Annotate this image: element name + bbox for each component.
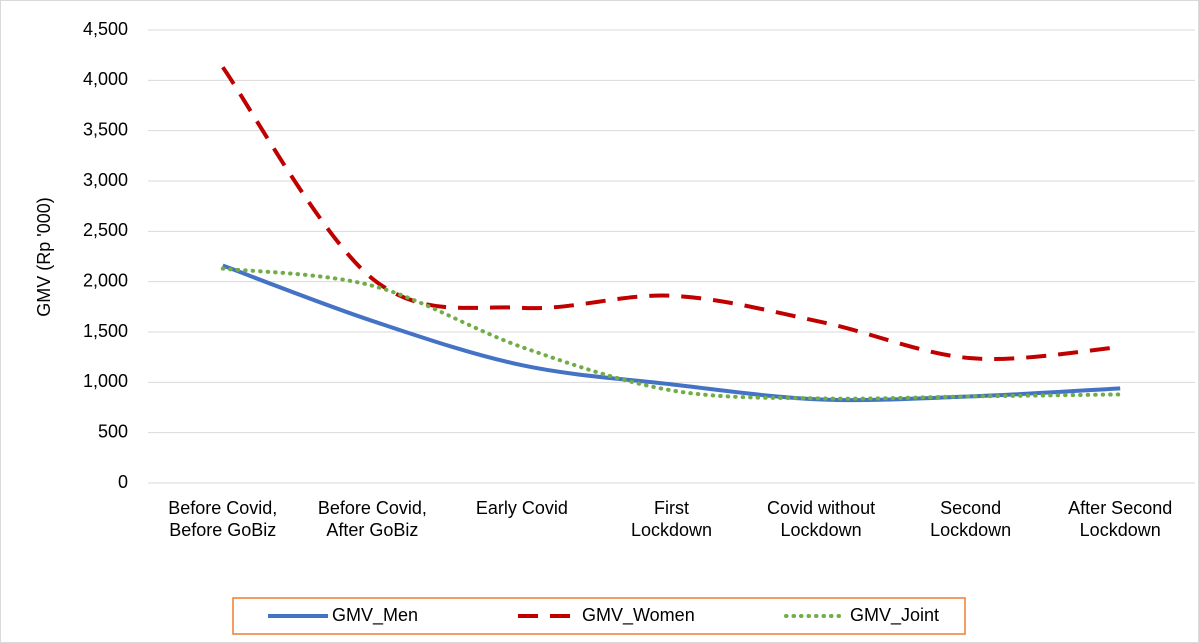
x-tick-label: Before Covid, Before GoBiz <box>168 498 278 540</box>
x-tick-label: Before Covid, After GoBiz <box>317 498 427 540</box>
x-tick-label: First Lockdown <box>630 498 713 540</box>
legend-label: GMV_Women <box>582 605 695 626</box>
y-tick-label: 2,500 <box>83 220 128 240</box>
legend-label: GMV_Men <box>332 605 418 626</box>
y-axis-label: GMV (Rp '000) <box>34 197 54 316</box>
y-tick-label: 4,500 <box>83 19 128 39</box>
series-line <box>220 266 1123 401</box>
series-line <box>221 66 1121 361</box>
legend-box <box>232 597 966 635</box>
y-tick-label: 0 <box>118 472 128 492</box>
x-tick-label: Early Covid <box>475 498 568 518</box>
x-tick-label: After Second Lockdown <box>1068 498 1173 540</box>
y-tick-label: 1,000 <box>83 371 128 391</box>
y-tick-label: 500 <box>98 421 128 441</box>
y-tick-label: 2,000 <box>83 270 128 290</box>
y-tick-label: 3,500 <box>83 119 128 139</box>
y-tick-label: 3,000 <box>83 170 128 190</box>
x-tick-label: Covid without Lockdown <box>767 498 876 540</box>
y-tick-label: 1,500 <box>83 321 128 341</box>
y-tick-label: 4,000 <box>83 69 128 89</box>
legend-label: GMV_Joint <box>850 605 939 626</box>
x-tick-label: Second Lockdown <box>930 498 1012 540</box>
series-line <box>222 263 1121 403</box>
